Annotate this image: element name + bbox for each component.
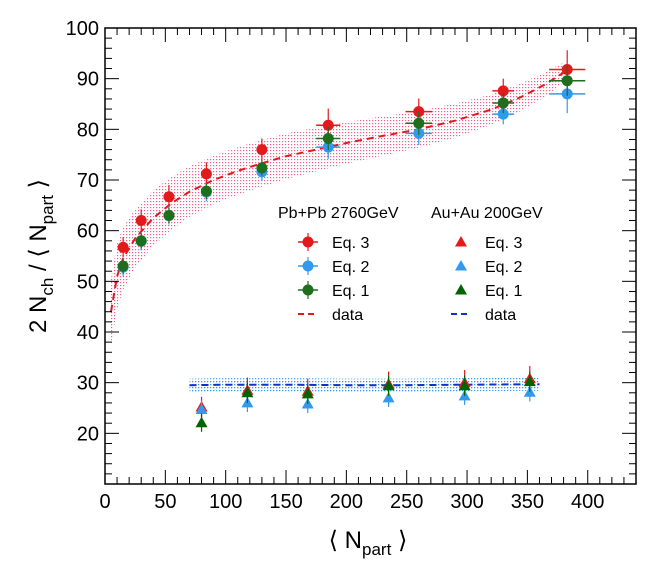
y-tick-label: 50 bbox=[77, 271, 99, 293]
pb-pb-2760gev-eq-3-point bbox=[497, 85, 509, 97]
au-au-200gev-data-band bbox=[189, 377, 540, 392]
pb-pb-2760gev-eq-1-point bbox=[497, 97, 509, 109]
au-au-200gev-eq-1-series bbox=[195, 371, 536, 432]
x-tick-label: 0 bbox=[99, 491, 110, 513]
pb-pb-2760gev-eq-1-point bbox=[561, 75, 573, 87]
legend-marker bbox=[455, 236, 467, 247]
y-tick-label: 20 bbox=[77, 423, 99, 445]
x-tick-label: 200 bbox=[330, 491, 363, 513]
legend: Pb+Pb 2760GeV Au+Au 200GeV Eq. 3 Eq. 2 Eq. 1… bbox=[278, 205, 543, 324]
pb-pb-2760gev-eq-3-point bbox=[322, 119, 334, 131]
pb-pb-2760gev-eq-3-point bbox=[117, 241, 129, 253]
data-points bbox=[117, 50, 586, 432]
legend-marker bbox=[455, 284, 467, 295]
x-axis-title: ⟨ Npart ⟩ bbox=[329, 527, 408, 559]
au-au-200gev-eq-1-point bbox=[301, 387, 314, 399]
y-tick-label: 80 bbox=[77, 119, 99, 141]
y-tick-label: 30 bbox=[77, 373, 99, 395]
legend-marker bbox=[302, 260, 314, 272]
pb-pb-2760gev-eq-1-point bbox=[322, 132, 334, 144]
x-tick-label: 50 bbox=[154, 491, 176, 513]
au-au-200gev-eq-1-point bbox=[382, 379, 395, 391]
pb-pb-2760gev-eq-1-point bbox=[117, 260, 129, 272]
x-tick-label: 150 bbox=[269, 491, 302, 513]
pb-pb-2760gev-eq-2-point bbox=[497, 108, 509, 120]
y-axis-title-close: ⟩ bbox=[25, 179, 52, 195]
y-axis-title-sub-ch: ch bbox=[38, 278, 57, 296]
x-axis-title-close: ⟩ bbox=[391, 527, 407, 554]
legend-marker bbox=[302, 236, 314, 248]
x-axis-title-subscript: part bbox=[362, 540, 392, 559]
x-tick-label: 100 bbox=[209, 491, 242, 513]
pb-pb-2760gev-eq-3-point bbox=[200, 168, 212, 180]
legend-marker bbox=[302, 284, 314, 296]
au-au-200gev-eq-1-point bbox=[523, 375, 536, 387]
y-axis-title: 2 Nch / ⟨ Npart ⟩ bbox=[25, 179, 57, 333]
au-au-200gev-eq-2-point bbox=[195, 403, 208, 415]
legend-label: data bbox=[485, 307, 516, 324]
au-au-200gev-eq-1-point bbox=[458, 379, 471, 391]
pb-pb-2760gev-eq-1-point bbox=[413, 117, 425, 129]
legend-label: Eq. 1 bbox=[485, 283, 522, 300]
pb-pb-2760gev-eq-3-series bbox=[117, 50, 586, 258]
legend-label: Eq. 3 bbox=[485, 235, 522, 252]
y-tick-label: 90 bbox=[77, 69, 99, 91]
au-au-200gev-eq-1-point bbox=[195, 416, 208, 428]
legend-label: Eq. 1 bbox=[332, 283, 369, 300]
pb-pb-2760gev-eq-3-point bbox=[163, 191, 175, 203]
pb-pb-2760gev-eq-1-point bbox=[256, 162, 268, 174]
legend-marker bbox=[455, 260, 467, 271]
pb-pb-2760gev-eq-3-point bbox=[256, 144, 268, 156]
au-au-200gev-eq-1-point bbox=[241, 386, 254, 398]
pb-pb-2760gev-eq-1-point bbox=[135, 235, 147, 247]
y-tick-label: 60 bbox=[77, 221, 99, 243]
y-tick-label: 40 bbox=[77, 322, 99, 344]
legend-group-title: Au+Au 200GeV bbox=[431, 205, 543, 222]
y-tick-label: 100 bbox=[66, 18, 99, 40]
pb-pb-2760gev-eq-3-point bbox=[135, 215, 147, 227]
legend-group-title: Pb+Pb 2760GeV bbox=[278, 205, 399, 222]
plot-frame bbox=[104, 27, 637, 485]
x-tick-label: 250 bbox=[390, 491, 423, 513]
y-axis-title-mid: / ⟨ N bbox=[25, 224, 52, 277]
legend-label: Eq. 2 bbox=[485, 259, 522, 276]
x-tick-label: 400 bbox=[571, 491, 604, 513]
pb-pb-2760gev-eq-1-series bbox=[117, 65, 586, 274]
au-au-200gev-eq-2-point bbox=[382, 391, 395, 403]
x-tick-label: 350 bbox=[511, 491, 544, 513]
y-axis-title-sub-part: part bbox=[38, 195, 57, 225]
legend-label: data bbox=[332, 307, 363, 324]
pb-pb-2760gev-eq-1-point bbox=[163, 209, 175, 221]
x-tick-label: 300 bbox=[450, 491, 483, 513]
uncertainty-bands bbox=[111, 62, 564, 392]
axes: 0 50 100 150 200 250 300 350 400 20 30 40 50 60 70 80 90… bbox=[66, 18, 637, 513]
legend-label: Eq. 2 bbox=[332, 259, 369, 276]
legend-label: Eq. 3 bbox=[332, 235, 369, 252]
pb-pb-2760gev-eq-1-point bbox=[200, 185, 212, 197]
pb-pb-2760gev-data-band bbox=[111, 62, 564, 345]
y-tick-label: 70 bbox=[77, 170, 99, 192]
pb-pb-2760gev-data-line bbox=[110, 71, 565, 312]
